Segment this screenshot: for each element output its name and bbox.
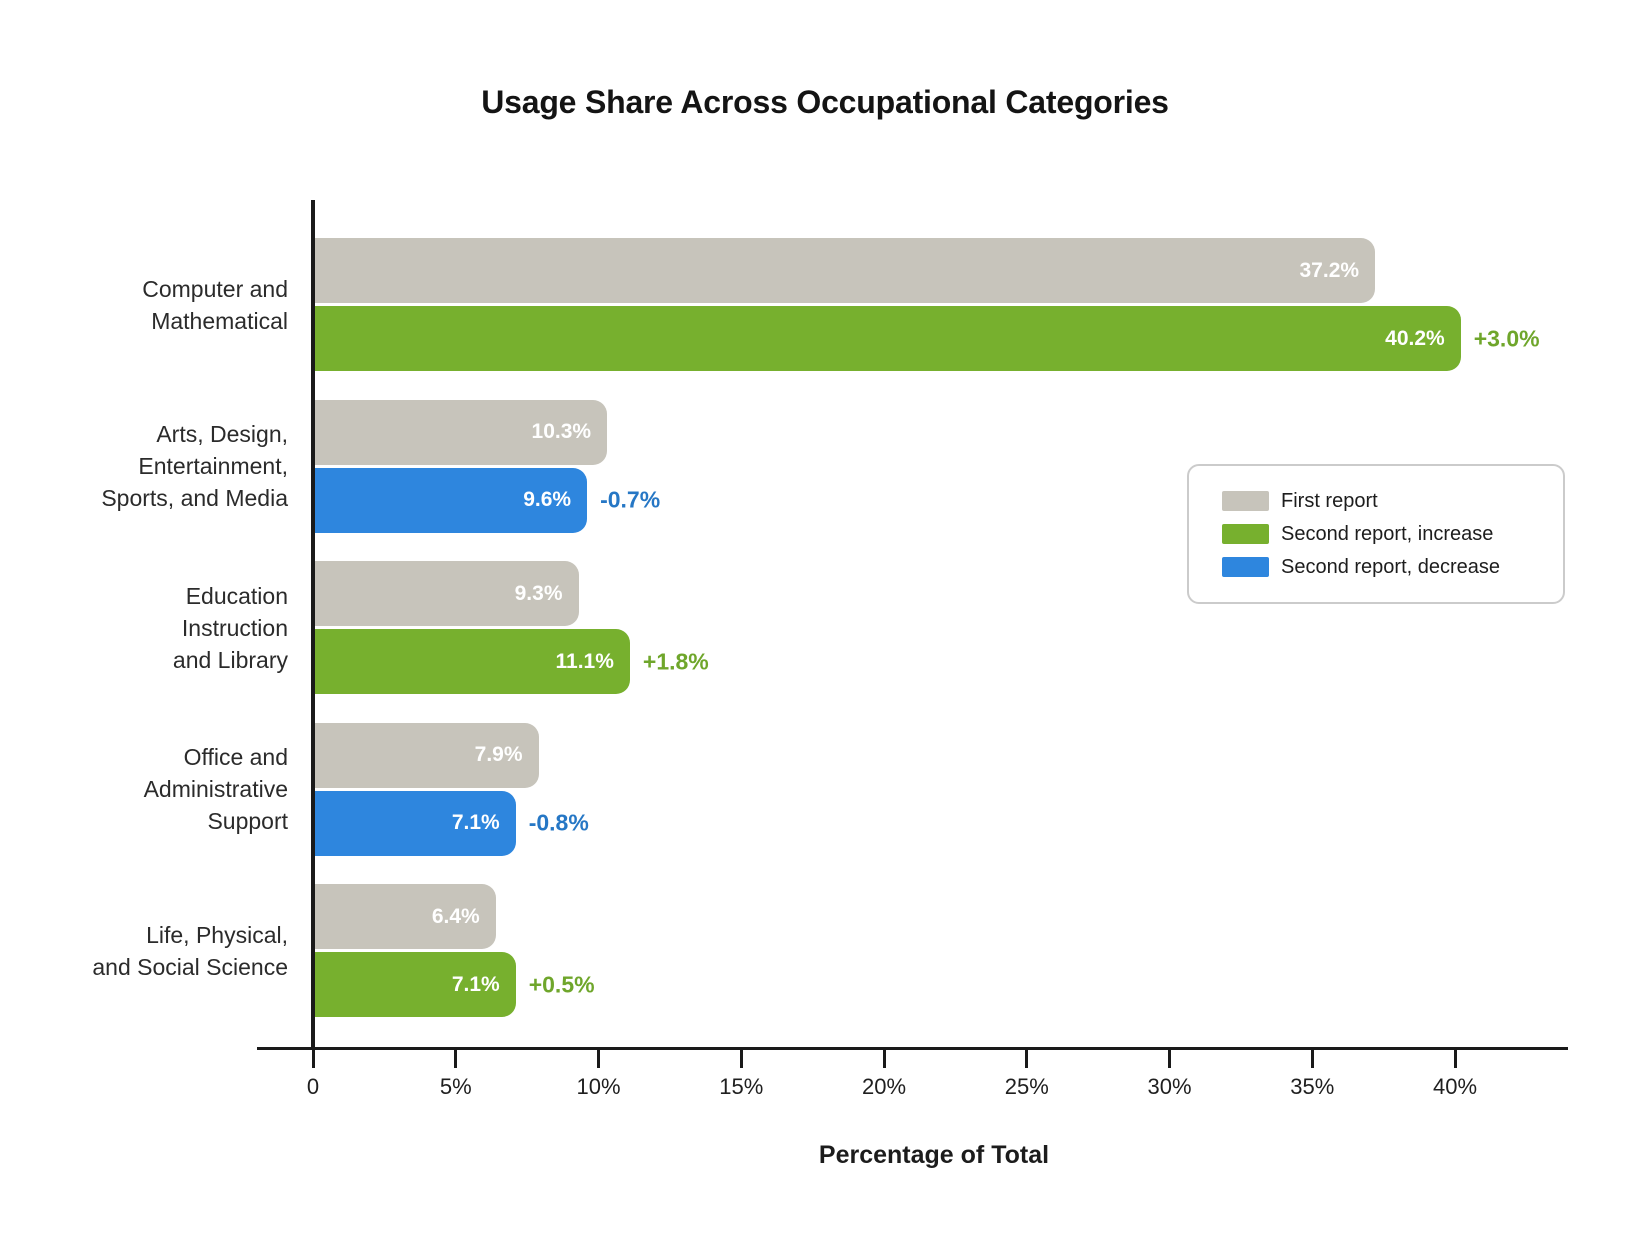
second-report-bar: 9.6% [315,467,588,533]
bar-value-label: 7.9% [474,743,523,766]
legend-item-second-report-decrease: Second report, decrease [1222,556,1563,579]
first-report-bar: 37.2% [315,238,1376,303]
x-tick [1453,1047,1457,1068]
second-report-bar: 7.1% [315,952,516,1017]
legend-label: First report [1281,489,1378,512]
chart-title: Usage Share Across Occupational Categori… [481,84,1169,120]
y-axis-line [311,200,315,1050]
x-axis-line [257,1047,1568,1050]
x-tick-label: 20% [861,1074,907,1099]
x-tick [454,1047,458,1068]
x-tick [1025,1047,1029,1068]
bar-value-label: 6.4% [431,904,480,928]
x-tick [597,1047,600,1068]
x-tick-label: 40% [1432,1074,1478,1099]
category-label: Life, Physical, and Social Science [92,921,288,980]
x-tick [311,1047,315,1068]
x-tick-label: 15% [719,1074,764,1099]
legend-item-second-report-increase: Second report, increase [1222,523,1563,546]
first-report-bar: 10.3% [315,399,608,465]
x-tick [739,1047,743,1068]
category-label: Education Instruction and Library [172,582,288,673]
x-tick-label: 25% [1004,1074,1049,1099]
legend-item-first-report: First report [1222,490,1563,513]
legend-label: Second report, decrease [1281,555,1501,578]
delta-label: +1.8% [642,648,709,674]
x-tick-label: 10% [576,1074,621,1099]
bar-value-label: 10.3% [531,420,592,443]
second-report-bar: 40.2% [315,306,1461,371]
bar-value-label: 9.3% [514,581,563,605]
delta-label: -0.8% [528,809,589,836]
x-tick [1168,1047,1171,1068]
x-tick-label: 35% [1290,1074,1335,1099]
bar-value-label: 40.2% [1385,326,1445,350]
bar-value-label: 9.6% [523,488,572,511]
x-tick-label: 5% [439,1074,472,1099]
second-report-bar: 11.1% [315,629,630,694]
bar-value-label: 7.1% [451,972,500,996]
bar-value-label: 37.2% [1299,258,1360,282]
first-report-bar: 9.3% [315,561,579,626]
category-label: Arts, Design, Entertainment, Sports, and M… [101,421,288,511]
bar-value-label: 7.1% [451,811,500,834]
legend: First report Second report, increase Sec… [1187,464,1565,604]
delta-label: +3.0% [1473,325,1540,351]
second-report-bar: 7.1% [315,790,516,856]
bar-value-label: 11.1% [555,649,614,673]
delta-label: -0.7% [600,486,661,513]
legend-swatch-increase [1222,524,1269,544]
first-report-bar: 7.9% [315,722,539,788]
legend-label: Second report, increase [1281,522,1494,545]
x-tick [882,1047,886,1068]
x-axis-title: Percentage of Total [818,1141,1050,1169]
legend-swatch-first-report [1222,491,1269,511]
x-tick [1310,1047,1314,1068]
x-tick-label: 30% [1147,1074,1192,1099]
legend-swatch-decrease [1222,557,1269,577]
category-label: Office and Administrative Support [143,744,288,834]
category-label: Computer and Mathematical [142,275,288,334]
first-report-bar: 6.4% [315,884,496,949]
x-tick-label: 0 [306,1074,320,1099]
delta-label: +0.5% [528,971,595,997]
